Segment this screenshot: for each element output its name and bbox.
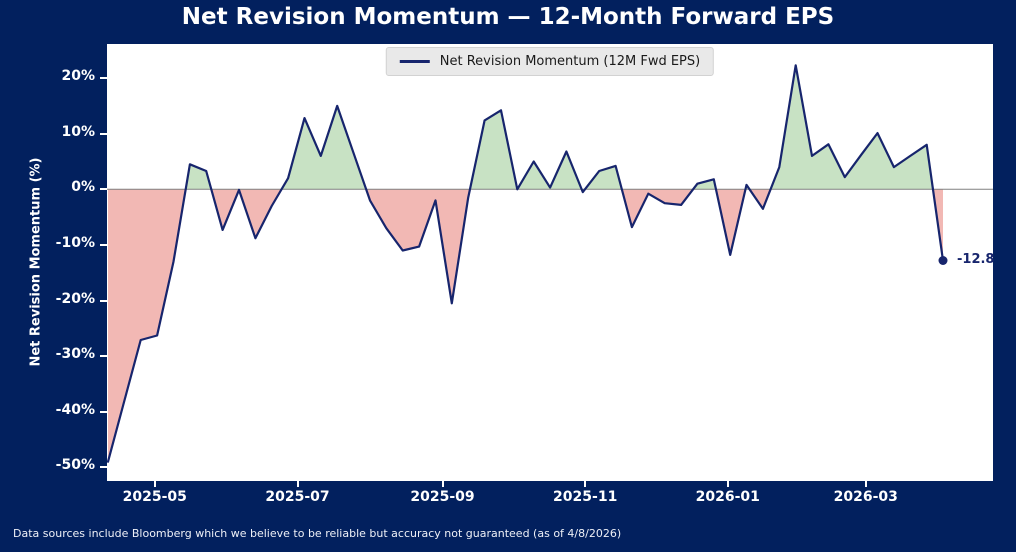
x-tick-label: 2025-11 [553,489,618,505]
y-tick-mark [100,243,107,246]
negative-area-fill [108,189,943,462]
x-tick-mark [864,481,867,487]
y-tick-mark [100,132,107,135]
x-tick-mark [153,481,156,487]
legend-label: Net Revision Momentum (12M Fwd EPS) [439,54,701,69]
y-tick-label: 20% [61,68,95,85]
x-tick-label: 2025-07 [265,489,330,505]
y-tick-label: 0% [71,179,95,196]
x-tick-mark [584,481,587,487]
y-tick-label: -50% [55,457,95,474]
y-tick-label: -10% [55,234,95,251]
y-tick-mark [100,188,107,191]
positive-area-fill [108,65,943,190]
last-point-marker [938,256,948,265]
y-tick-mark [100,299,107,302]
y-tick-mark [100,77,107,80]
x-tick-mark [726,481,729,487]
x-tick-label: 2026-01 [695,489,760,505]
momentum-chart [107,64,993,463]
y-tick-label: -30% [55,346,95,363]
y-tick-mark [100,466,107,469]
momentum-line [107,64,945,463]
x-tick-mark [296,481,299,487]
y-tick-mark [100,410,107,413]
chart-legend: Net Revision Momentum (12M Fwd EPS) [385,47,715,76]
y-tick-label: -20% [55,290,95,307]
x-tick-label: 2026-03 [833,489,898,505]
x-tick-label: 2025-09 [410,489,475,505]
x-tick-mark [441,481,444,487]
page-title: Net Revision Momentum — 12-Month Forward… [181,4,835,30]
footer-disclaimer: Data sources include Bloomberg which we … [13,527,622,540]
y-tick-label: 10% [61,123,95,140]
chart-plot-area: Net Revision Momentum (12M Fwd EPS) [107,44,993,481]
y-tick-label: -40% [55,401,95,418]
y-tick-mark [100,355,107,358]
legend-line-swatch [399,60,430,63]
last-value-annotation: -12.8 [957,251,995,267]
x-tick-label: 2025-05 [122,489,187,505]
